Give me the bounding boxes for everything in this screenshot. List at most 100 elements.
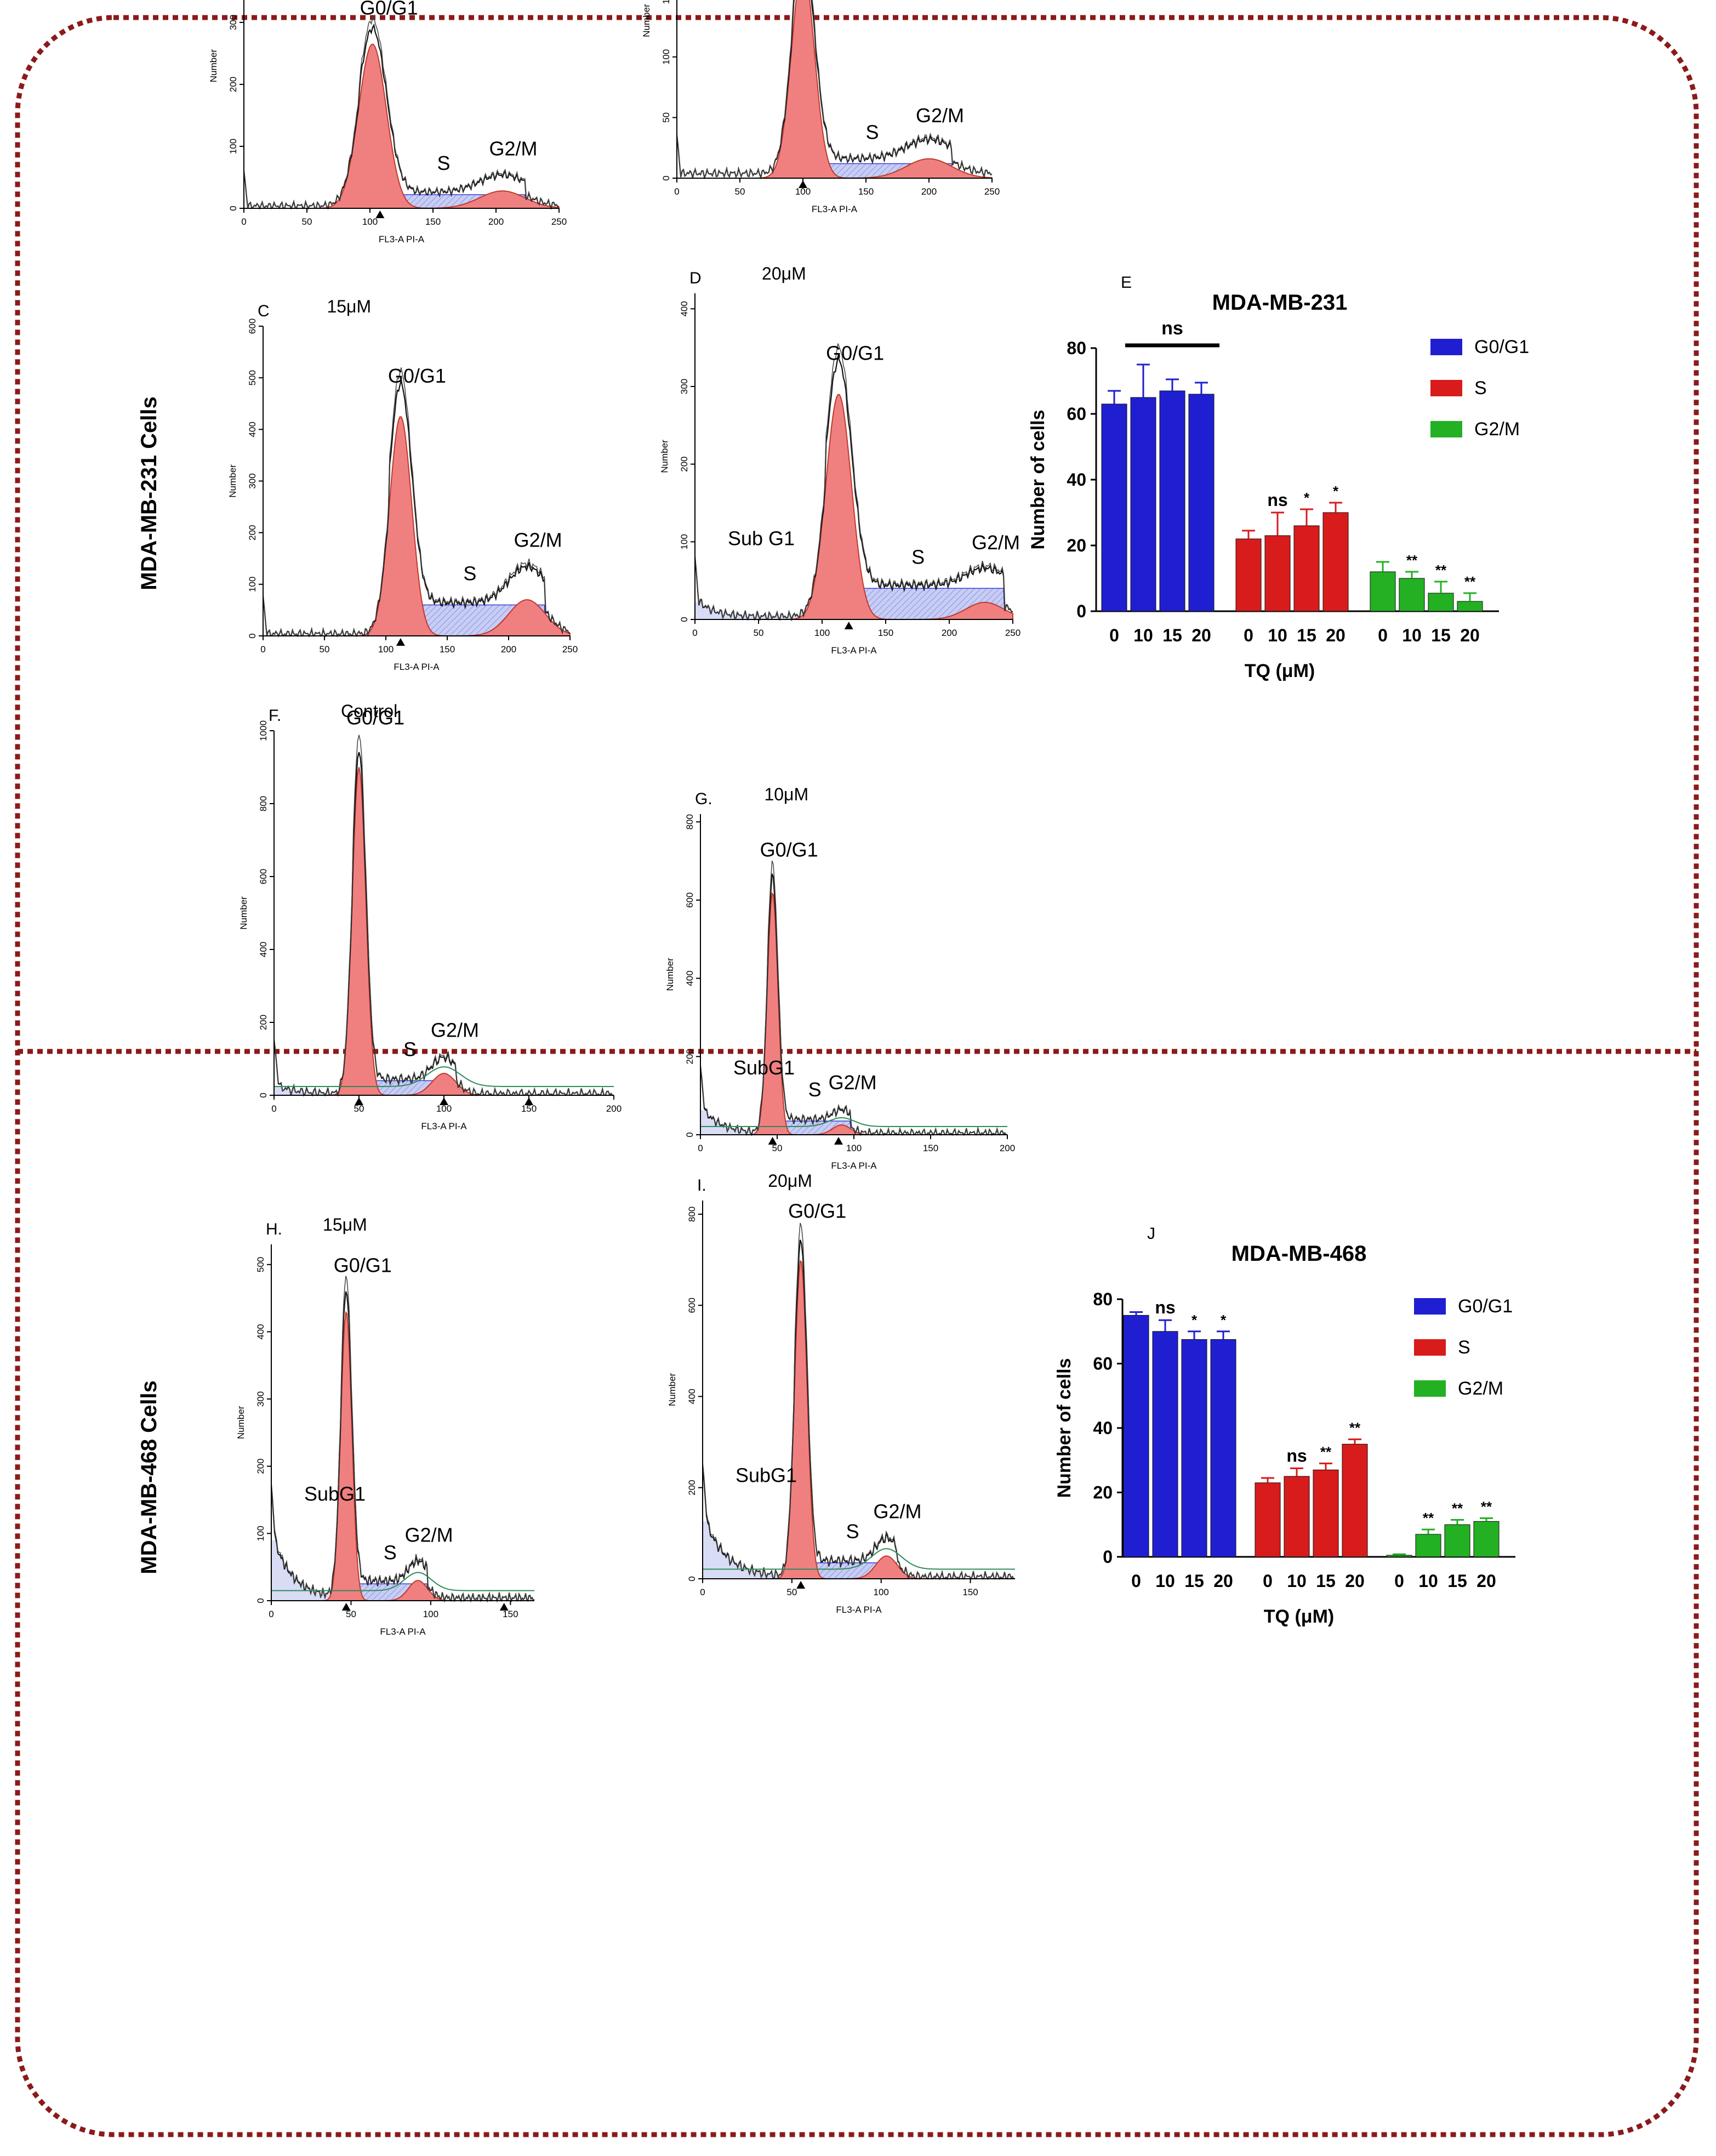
x-tick-label: 50 bbox=[772, 1143, 783, 1153]
y-tick-label: 500 bbox=[247, 370, 258, 385]
x-tick-label: 250 bbox=[562, 644, 578, 655]
bar-g0g1-20 bbox=[1210, 1339, 1236, 1557]
histogram-trace bbox=[270, 1291, 535, 1603]
fit-trace bbox=[243, 14, 560, 209]
y-tick-label: 100 bbox=[255, 1526, 266, 1541]
y-tick-label: 400 bbox=[679, 301, 689, 316]
y-tick-label: 600 bbox=[685, 892, 695, 908]
significance-label: ** bbox=[1320, 1444, 1332, 1460]
x-tick-label: 0 bbox=[241, 217, 246, 227]
gate-marker bbox=[525, 1097, 533, 1105]
label-g0g1: G0/G1 bbox=[334, 1254, 392, 1276]
y-tick-label: 200 bbox=[679, 456, 689, 471]
x-tick-label: 10 bbox=[1287, 1571, 1307, 1591]
x-tick-label: 250 bbox=[984, 186, 1000, 197]
y-tick-label: 100 bbox=[679, 534, 689, 549]
label-subg1: Sub G1 bbox=[728, 527, 795, 550]
y-tick-label: 0 bbox=[687, 1576, 697, 1581]
x-tick-label: 15 bbox=[1447, 1571, 1467, 1591]
x-tick-label: 15 bbox=[1316, 1571, 1336, 1591]
legend-swatch-s bbox=[1430, 380, 1462, 396]
g2m-fit-trace bbox=[700, 1117, 1007, 1127]
x-tick-label: 150 bbox=[440, 644, 455, 655]
x-tick-label: 20 bbox=[1191, 625, 1211, 645]
label-g2m: G2/M bbox=[916, 104, 964, 127]
y-tick-label: 80 bbox=[1067, 338, 1086, 358]
bar-g2m-10 bbox=[1415, 1534, 1441, 1557]
panel-title: 20μM bbox=[762, 264, 806, 283]
x-tick-label: 0 bbox=[1131, 1571, 1141, 1591]
x-tick-label: 200 bbox=[942, 628, 957, 638]
row-label-bottom: MDA-MB-468 Cells bbox=[137, 1380, 161, 1574]
y-tick-label: 60 bbox=[1093, 1354, 1113, 1374]
x-tick-label: 0 bbox=[1109, 625, 1119, 645]
x-tick-label: 150 bbox=[878, 628, 893, 638]
panel-letter: H. bbox=[266, 1220, 282, 1238]
subg1-fill bbox=[271, 1540, 335, 1601]
label-s: S bbox=[808, 1078, 822, 1101]
significance-label: ** bbox=[1452, 1500, 1463, 1516]
y-tick-label: 600 bbox=[258, 869, 269, 884]
gate-marker bbox=[440, 1097, 448, 1105]
significance-label: ** bbox=[1423, 1510, 1434, 1526]
bar-g2m-20 bbox=[1457, 601, 1483, 612]
label-g0g1: G0/G1 bbox=[346, 707, 404, 729]
y-axis-title: Number of cells bbox=[1054, 1358, 1075, 1498]
x-tick-label: 0 bbox=[271, 1103, 276, 1114]
y-axis-title: Number bbox=[236, 1406, 246, 1439]
x-tick-label: 0 bbox=[1378, 625, 1388, 645]
x-tick-label: 15 bbox=[1184, 1571, 1204, 1591]
x-tick-label: 0 bbox=[1263, 1571, 1273, 1591]
y-tick-label: 0 bbox=[258, 1093, 269, 1097]
fit-trace bbox=[676, 0, 993, 179]
x-axis-title: FL3-A PI-A bbox=[380, 1626, 426, 1637]
x-tick-label: 0 bbox=[674, 186, 679, 197]
panel-letter: E bbox=[1121, 274, 1132, 292]
subg1-fill bbox=[703, 1521, 788, 1579]
gate-marker bbox=[834, 1137, 843, 1145]
histogram-panel-d: D 20μM 0 50 100 150 200 250 0 100 200 300 400 FL3-A P… bbox=[659, 264, 1021, 656]
legend-label: S bbox=[1458, 1337, 1470, 1358]
gate-marker bbox=[375, 211, 385, 218]
g0g1-peak-fill bbox=[700, 892, 1007, 1135]
y-tick-label: 200 bbox=[258, 1015, 269, 1030]
panel-title: Control bbox=[341, 701, 397, 721]
x-tick-label: 10 bbox=[1418, 1571, 1438, 1591]
x-axis-title: FL3-A PI-A bbox=[421, 1121, 467, 1131]
chart-title: MDA-MB-468 bbox=[1232, 1242, 1367, 1266]
histogram-trace bbox=[273, 752, 614, 1097]
panel-letter: D bbox=[689, 269, 702, 287]
y-tick-label: 150 bbox=[661, 0, 671, 4]
y-tick-label: 0 bbox=[679, 617, 689, 622]
x-tick-label: 20 bbox=[1460, 625, 1480, 645]
histogram-panel-f: F. Control 0 50 100 150 200 0 200 400 600 800 1000 FL… bbox=[238, 701, 622, 1131]
histogram-panel-b: B10μM050100150200250050100150200250FL3-A… bbox=[641, 0, 1000, 214]
legend-swatch-s bbox=[1414, 1339, 1446, 1356]
x-tick-label: 20 bbox=[1326, 625, 1346, 645]
x-tick-label: 150 bbox=[858, 186, 874, 197]
bar-g0g1-20 bbox=[1188, 394, 1215, 612]
x-axis-title: FL3-A PI-A bbox=[394, 662, 440, 672]
bar-s-20 bbox=[1342, 1443, 1368, 1557]
bar-g2m-15 bbox=[1428, 593, 1454, 612]
y-tick-label: 0 bbox=[255, 1598, 266, 1603]
y-tick-label: 0 bbox=[661, 175, 671, 180]
x-tick-label: 50 bbox=[302, 217, 312, 227]
x-tick-label: 100 bbox=[795, 186, 811, 197]
x-tick-label: 15 bbox=[1162, 625, 1182, 645]
x-tick-label: 15 bbox=[1297, 625, 1316, 645]
g0g1-peak-fill bbox=[677, 0, 992, 179]
x-tick-label: 100 bbox=[814, 628, 830, 638]
x-tick-label: 150 bbox=[923, 1143, 938, 1153]
histogram-panel-a: AControl0501001502002500100200300400FL3-… bbox=[208, 0, 567, 244]
label-g0g1: G0/G1 bbox=[388, 365, 446, 387]
y-tick-label: 400 bbox=[685, 970, 695, 986]
y-tick-label: 100 bbox=[247, 577, 258, 592]
x-tick-label: 10 bbox=[1268, 625, 1287, 645]
x-tick-label: 0 bbox=[698, 1143, 703, 1153]
legend-swatch-g2m bbox=[1430, 421, 1462, 437]
label-subg1: SubG1 bbox=[733, 1056, 795, 1079]
x-tick-label: 150 bbox=[425, 217, 441, 227]
bar-g2m-0 bbox=[1386, 1555, 1412, 1557]
histogram-panel-i: I. 20μM 0 50 100 150 0 200 400 600 800 FL3-A PI-A Nu… bbox=[667, 1171, 1016, 1615]
